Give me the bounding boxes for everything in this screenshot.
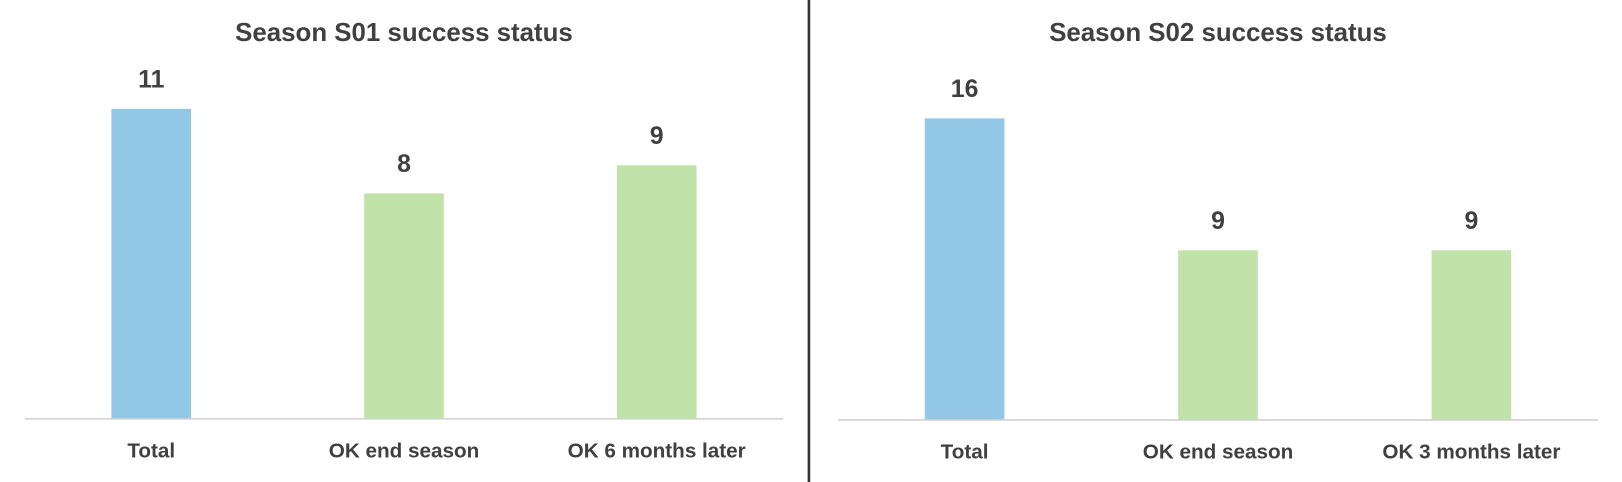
bar bbox=[111, 108, 192, 419]
data-label: 9 bbox=[650, 123, 664, 150]
x-tick-label: OK 6 months later bbox=[568, 439, 746, 462]
x-tick-label: Total bbox=[941, 441, 989, 464]
data-label: 9 bbox=[1211, 208, 1225, 235]
chart-title: Season S01 success status bbox=[235, 19, 573, 47]
bar bbox=[924, 118, 1005, 420]
data-label: 8 bbox=[397, 151, 411, 178]
x-tick-label: Total bbox=[127, 439, 175, 462]
data-label: 11 bbox=[138, 66, 164, 93]
bar bbox=[364, 193, 444, 419]
data-label: 9 bbox=[1465, 208, 1479, 235]
data-label: 16 bbox=[951, 76, 979, 103]
bar bbox=[1178, 250, 1258, 420]
x-tick-label: OK end season bbox=[329, 439, 480, 462]
bar bbox=[616, 165, 697, 419]
x-tick-label: OK 3 months later bbox=[1382, 441, 1560, 464]
bar bbox=[1431, 250, 1512, 420]
x-tick-label: OK end season bbox=[1143, 441, 1294, 464]
chart-title: Season S02 success status bbox=[1049, 19, 1387, 47]
